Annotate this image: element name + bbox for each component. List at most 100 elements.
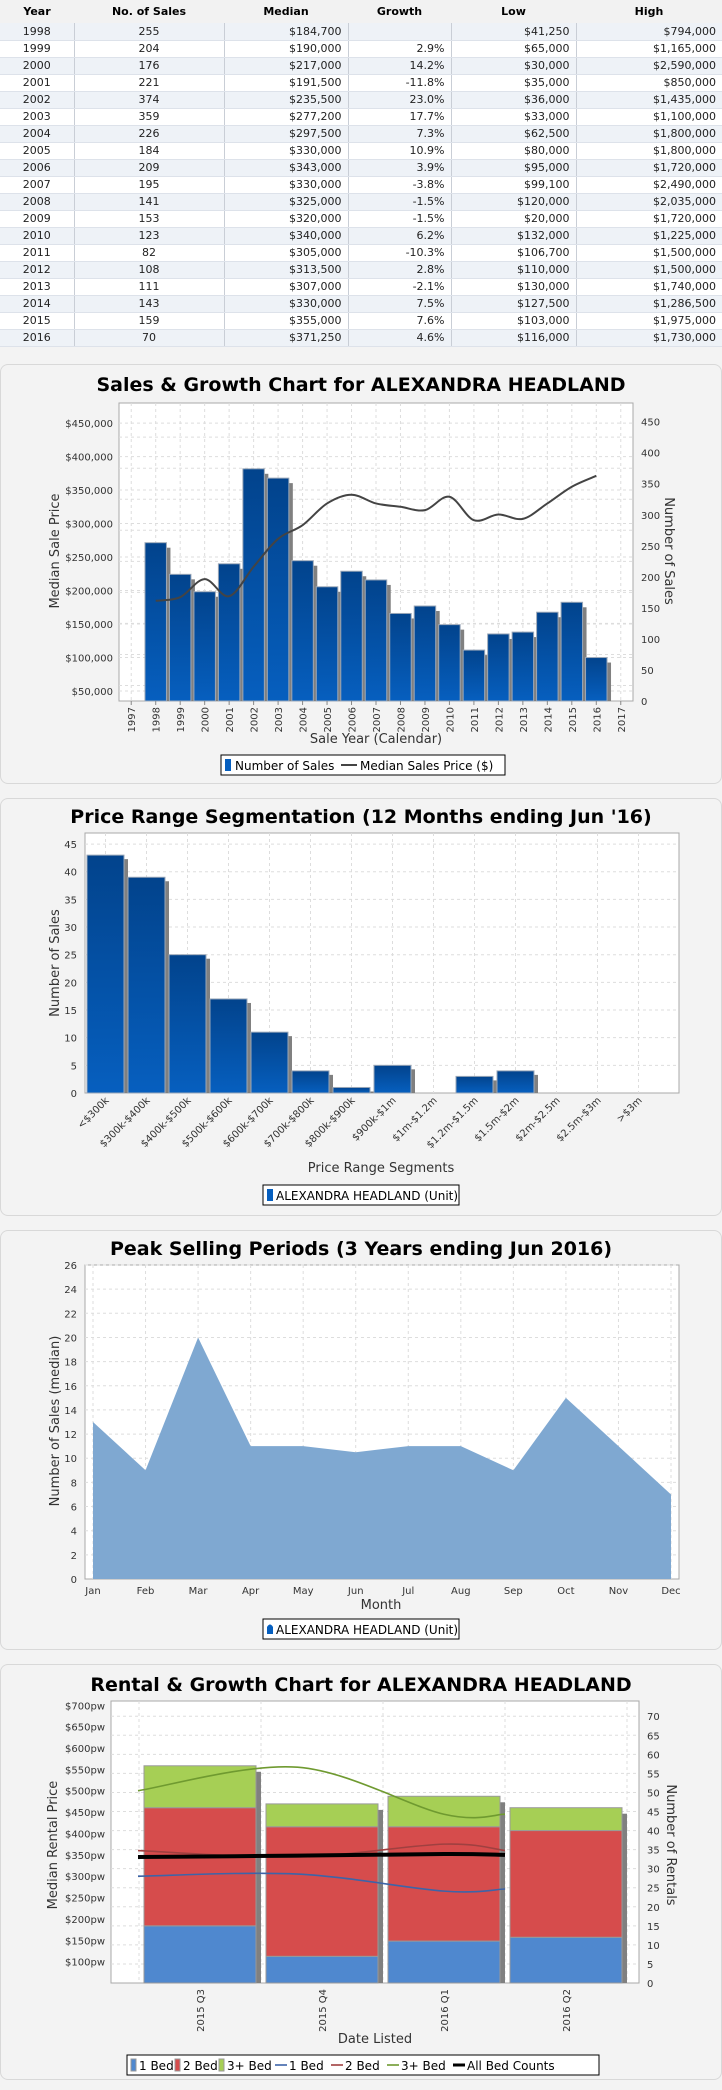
year-link[interactable]: 2014: [0, 295, 75, 313]
low-cell: $99,100: [451, 176, 577, 194]
year-link[interactable]: 2008: [0, 193, 75, 211]
median-cell: $217,000: [224, 57, 349, 75]
year-link[interactable]: 1999: [0, 40, 75, 58]
sales-count-cell: 195: [74, 176, 225, 194]
x-tick-label: 2004: [299, 707, 310, 732]
y-tick-label: 2: [71, 1551, 77, 1562]
table-row: 1999 204 $190,000 2.9% $65,000 $1,165,000: [0, 40, 722, 58]
col-header-growth[interactable]: Growth: [348, 0, 451, 23]
high-cell: $1,165,000: [576, 40, 722, 58]
growth-cell: 10.9%: [348, 142, 452, 160]
y-tick-label: 20: [64, 1333, 77, 1344]
sales-bar: [536, 611, 559, 702]
growth-cell: 7.6%: [348, 312, 452, 330]
median-cell: $307,000: [224, 278, 349, 296]
year-link[interactable]: 2007: [0, 176, 75, 194]
year-link[interactable]: 1998: [0, 23, 75, 41]
y-tick-label: 0: [71, 1089, 77, 1100]
growth-cell: 4.6%: [348, 329, 452, 347]
rental-line-1-bed: [137, 1872, 506, 1893]
rental-bar-3-bed: [509, 1807, 623, 1832]
high-cell: $1,975,000: [576, 312, 722, 330]
col-header-year[interactable]: Year: [0, 0, 74, 23]
high-cell: $1,225,000: [576, 227, 722, 245]
low-cell: $127,500: [451, 295, 577, 313]
y2-tick-label: 400: [641, 449, 660, 460]
year-link[interactable]: 2001: [0, 74, 75, 92]
year-link[interactable]: 2015: [0, 312, 75, 330]
x-tick-label: Jan: [84, 1586, 100, 1597]
sales-bar: [340, 570, 363, 702]
col-header-median[interactable]: Median: [224, 0, 348, 23]
table-row: 2004 226 $297,500 7.3% $62,500 $1,800,000: [0, 125, 722, 143]
rental-bar-1-bed: [387, 1940, 501, 1984]
year-link[interactable]: 2012: [0, 261, 75, 279]
median-cell: $330,000: [224, 176, 349, 194]
year-link[interactable]: 2009: [0, 210, 75, 228]
rental-bar-2-bed: [143, 1807, 257, 1927]
sales-bar: [168, 573, 192, 702]
col-header-sales[interactable]: No. of Sales: [74, 0, 224, 23]
year-link[interactable]: 2000: [0, 57, 75, 75]
median-cell: $305,000: [224, 244, 349, 262]
year-link[interactable]: 2011: [0, 244, 75, 262]
x-axis-label: Price Range Segments: [308, 1161, 455, 1176]
y-axis-label: Median Rental Price: [46, 1781, 61, 1910]
col-header-high[interactable]: High: [576, 0, 722, 23]
growth-cell: -10.3%: [348, 244, 452, 262]
sales-bar: [291, 560, 314, 702]
sales-count-cell: 255: [74, 23, 225, 41]
year-link[interactable]: 2010: [0, 227, 75, 245]
year-link[interactable]: 2005: [0, 142, 75, 160]
legend-box: [126, 2054, 600, 2076]
segment-bar: [250, 1031, 289, 1094]
y2-axis-label: Number of Sales: [661, 497, 676, 605]
low-cell: $106,700: [451, 244, 577, 262]
sales-bar: [217, 563, 241, 702]
low-cell: $110,000: [451, 261, 577, 279]
segment-bar: [332, 1086, 371, 1094]
year-link[interactable]: 2004: [0, 125, 75, 143]
year-link[interactable]: 2003: [0, 108, 75, 126]
y2-tick-label: 60: [647, 1750, 660, 1761]
high-cell: $1,800,000: [576, 125, 722, 143]
year-link[interactable]: 2006: [0, 159, 75, 177]
sales-count-cell: 359: [74, 108, 225, 126]
x-tick-label: 2016: [592, 707, 603, 732]
high-cell: $850,000: [576, 74, 722, 92]
y-tick-label: 4: [71, 1527, 77, 1538]
y-tick-label: $250pw: [65, 1894, 105, 1905]
year-link[interactable]: 2013: [0, 278, 75, 296]
low-cell: $62,500: [451, 125, 577, 143]
x-tick-label: May: [293, 1586, 314, 1597]
sales-bar: [242, 468, 265, 702]
table-header-row: Year No. of Sales Median Growth Low High: [0, 0, 722, 23]
sales-count-cell: 123: [74, 227, 225, 245]
legend-label: 2 Bed: [345, 2059, 380, 2073]
growth-cell: 7.3%: [348, 125, 452, 143]
segment-bar: [455, 1075, 494, 1094]
y2-tick-label: 40: [647, 1827, 660, 1838]
rental-bar-3-bed: [143, 1765, 257, 1809]
sales-history-table: Year No. of Sales Median Growth Low High…: [0, 0, 722, 347]
y-tick-label: $450pw: [65, 1808, 105, 1819]
low-cell: $80,000: [451, 142, 577, 160]
col-header-low[interactable]: Low: [451, 0, 576, 23]
y2-tick-label: 15: [647, 1922, 660, 1933]
rental-bar-1-bed: [509, 1936, 623, 1984]
year-link[interactable]: 2016: [0, 329, 75, 347]
year-link[interactable]: 2002: [0, 91, 75, 109]
table-row: 2005 184 $330,000 10.9% $80,000 $1,800,000: [0, 142, 722, 160]
y-tick-label: 22: [64, 1309, 77, 1320]
median-cell: $355,000: [224, 312, 349, 330]
median-cell: $325,000: [224, 193, 349, 211]
y2-tick-label: 50: [641, 666, 654, 677]
x-tick-label: 2002: [250, 707, 261, 732]
x-tick-label: 2015 Q3: [196, 1989, 207, 2032]
y2-tick-label: 100: [641, 635, 660, 646]
growth-cell: 7.5%: [348, 295, 452, 313]
table-row: 2006 209 $343,000 3.9% $95,000 $1,720,000: [0, 159, 722, 177]
growth-cell: -1.5%: [348, 193, 452, 211]
x-tick-label: Aug: [451, 1586, 471, 1597]
x-tick-label: Jul: [401, 1586, 414, 1597]
